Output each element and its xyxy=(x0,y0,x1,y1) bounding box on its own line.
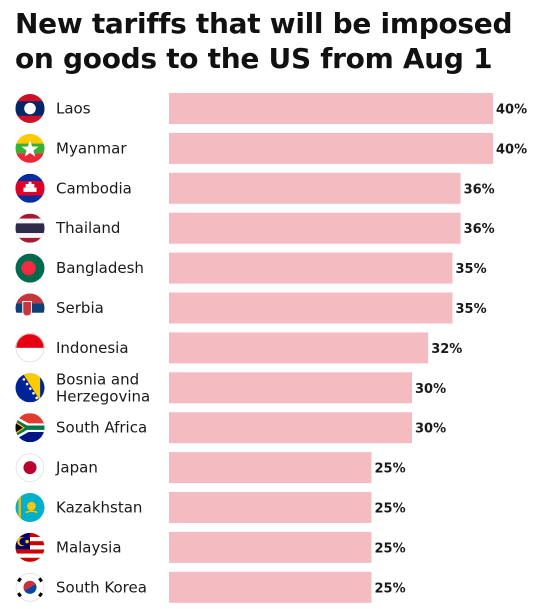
bar-row: South Korea 25% xyxy=(15,571,406,603)
flag-indonesia-icon xyxy=(15,333,45,363)
bar xyxy=(169,132,493,164)
bar-row: Malaysia 25% xyxy=(15,531,406,563)
flag-bangladesh-icon xyxy=(15,253,45,283)
bar xyxy=(169,492,372,523)
category-label: Malaysia xyxy=(56,538,122,556)
category-label: Myanmar xyxy=(56,139,127,157)
category-label: Cambodia xyxy=(56,179,132,197)
bar xyxy=(169,412,412,444)
value-label: 36% xyxy=(464,222,495,237)
category-label: South Africa xyxy=(56,419,147,437)
value-label: 30% xyxy=(415,422,446,437)
value-label: 25% xyxy=(375,502,406,517)
value-label: 35% xyxy=(456,302,487,317)
flag-japan-icon xyxy=(15,453,45,483)
bar-row: Laos 40% xyxy=(15,93,527,124)
category-label: Herzegovina xyxy=(56,387,150,405)
value-label: 25% xyxy=(375,581,406,596)
bar-row: Bangladesh 35% xyxy=(15,252,487,284)
category-label: Kazakhstan xyxy=(56,499,142,517)
value-label: 40% xyxy=(496,103,527,118)
value-label: 32% xyxy=(431,342,462,357)
bar xyxy=(169,252,453,284)
bar xyxy=(169,571,372,603)
bar xyxy=(169,531,372,563)
flag-serbia-icon xyxy=(15,293,45,323)
bar-row: Indonesia 32% xyxy=(15,332,462,364)
category-label: South Korea xyxy=(56,578,147,596)
bar xyxy=(169,452,372,484)
value-label: 25% xyxy=(375,462,406,477)
flag-malaysia-icon xyxy=(15,532,45,562)
flag-thailand-icon xyxy=(15,213,45,243)
value-label: 25% xyxy=(375,541,406,556)
flag-kazakhstan-icon xyxy=(15,493,45,522)
category-label: Laos xyxy=(56,100,91,118)
bar-row: Myanmar 40% xyxy=(15,132,527,164)
bar xyxy=(169,292,453,324)
category-label: Serbia xyxy=(56,299,104,317)
category-label: Indonesia xyxy=(56,339,129,357)
bar xyxy=(169,93,493,124)
bar-row: Japan 25% xyxy=(15,452,406,484)
bar-row: Kazakhstan 25% xyxy=(15,492,406,523)
bar xyxy=(169,172,461,204)
chart-title: New tariffs that will be imposed on good… xyxy=(15,7,513,75)
value-label: 40% xyxy=(496,142,527,157)
category-label: Japan xyxy=(55,459,98,477)
bar xyxy=(169,212,461,244)
flag-laos-icon xyxy=(15,94,45,123)
flag-bosnia-icon xyxy=(15,373,45,403)
category-label: Thailand xyxy=(55,219,120,237)
category-label: Bosnia and xyxy=(56,370,139,388)
bar-row: South Africa 30% xyxy=(15,412,446,444)
bar xyxy=(169,372,412,404)
flag-south-africa-icon xyxy=(15,413,45,443)
bar-row: Serbia 35% xyxy=(15,292,487,324)
bar-row: Cambodia 36% xyxy=(15,172,495,204)
category-label: Bangladesh xyxy=(56,259,144,277)
bar-row: Thailand 36% xyxy=(15,212,495,244)
flag-cambodia-icon xyxy=(15,173,45,203)
value-label: 36% xyxy=(464,182,495,197)
value-label: 35% xyxy=(456,262,487,277)
value-label: 30% xyxy=(415,382,446,397)
flag-myanmar-icon xyxy=(15,133,45,163)
flag-south-korea-icon xyxy=(15,572,45,602)
bar xyxy=(169,332,429,364)
